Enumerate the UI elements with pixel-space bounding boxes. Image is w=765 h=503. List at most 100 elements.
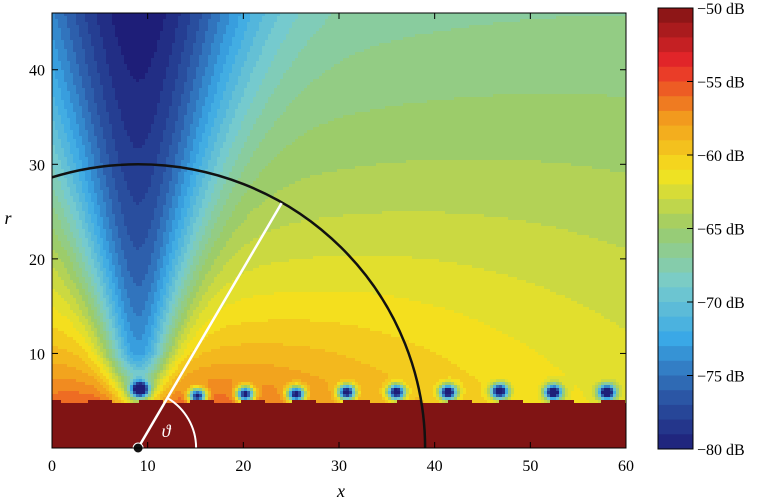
field-cell xyxy=(598,46,602,50)
field-cell xyxy=(361,22,365,26)
field-cell xyxy=(445,67,449,71)
field-cell xyxy=(316,58,320,62)
field-cell xyxy=(484,88,488,92)
field-cell xyxy=(55,91,59,95)
field-cell xyxy=(250,25,254,29)
field-cell xyxy=(553,73,557,77)
field-cell xyxy=(541,13,545,17)
field-cell xyxy=(562,55,566,59)
field-cell xyxy=(154,67,158,71)
field-cell xyxy=(559,49,563,53)
field-cell xyxy=(244,28,248,32)
field-cell xyxy=(151,13,155,17)
field-cell xyxy=(343,34,347,38)
field-cell xyxy=(163,25,167,29)
field-cell xyxy=(460,40,464,44)
field-cell xyxy=(316,79,320,83)
field-cell xyxy=(442,64,446,68)
field-cell xyxy=(607,49,611,53)
field-cell xyxy=(106,46,110,50)
field-cell xyxy=(145,82,149,86)
field-cell xyxy=(355,25,359,29)
field-cell xyxy=(586,37,590,41)
field-cell xyxy=(511,70,515,74)
field-cell xyxy=(565,16,569,20)
field-cell xyxy=(184,43,188,47)
field-cell xyxy=(157,55,161,59)
field-cell xyxy=(532,76,536,80)
field-cell xyxy=(244,31,248,35)
field-cell xyxy=(94,37,98,41)
field-cell xyxy=(400,61,404,65)
field-cell xyxy=(421,73,425,77)
field-cell xyxy=(382,82,386,86)
field-cell xyxy=(508,13,512,17)
field-cell xyxy=(337,85,341,89)
field-cell xyxy=(304,16,308,20)
field-cell xyxy=(289,16,293,20)
field-cell xyxy=(367,34,371,38)
field-cell xyxy=(334,28,338,32)
field-cell xyxy=(148,64,152,68)
field-cell xyxy=(466,28,470,32)
field-cell xyxy=(487,79,491,83)
field-cell xyxy=(586,13,590,17)
field-cell xyxy=(421,13,425,17)
field-cell xyxy=(220,25,224,29)
field-cell xyxy=(334,76,338,80)
field-cell xyxy=(421,22,425,26)
field-cell xyxy=(496,40,500,44)
field-cell xyxy=(115,37,119,41)
field-cell xyxy=(55,58,59,62)
field-cell xyxy=(463,58,467,62)
field-cell xyxy=(403,31,407,35)
field-cell xyxy=(556,88,560,92)
field-cell xyxy=(403,40,407,44)
field-cell xyxy=(343,67,347,71)
field-cell xyxy=(586,55,590,59)
field-cell xyxy=(565,79,569,83)
field-cell xyxy=(610,40,614,44)
field-cell xyxy=(409,28,413,32)
field-cell xyxy=(319,70,323,74)
field-cell xyxy=(364,28,368,32)
field-cell xyxy=(229,25,233,29)
field-cell xyxy=(109,79,113,83)
field-cell xyxy=(388,76,392,80)
field-cell xyxy=(286,49,290,53)
field-cell xyxy=(70,37,74,41)
field-cell xyxy=(154,70,158,74)
field-cell xyxy=(343,73,347,77)
field-cell xyxy=(244,67,248,71)
field-cell xyxy=(436,58,440,62)
field-cell xyxy=(394,70,398,74)
field-cell xyxy=(424,22,428,26)
field-cell xyxy=(478,31,482,35)
field-cell xyxy=(598,73,602,77)
field-cell xyxy=(241,16,245,20)
field-cell xyxy=(613,61,617,65)
field-cell xyxy=(211,88,215,92)
field-cell xyxy=(268,37,272,41)
field-cell xyxy=(478,85,482,89)
field-cell xyxy=(52,64,56,68)
field-cell xyxy=(94,64,98,68)
field-cell xyxy=(58,49,62,53)
field-cell xyxy=(70,31,74,35)
field-cell xyxy=(328,88,332,92)
field-cell xyxy=(76,55,80,59)
field-cell xyxy=(343,22,347,26)
field-cell xyxy=(244,34,248,38)
field-cell xyxy=(85,25,89,29)
field-cell xyxy=(169,88,173,92)
field-cell xyxy=(502,58,506,62)
field-cell xyxy=(151,46,155,50)
field-cell xyxy=(244,61,248,65)
field-cell xyxy=(103,55,107,59)
field-cell xyxy=(601,37,605,41)
field-cell xyxy=(520,31,524,35)
field-cell xyxy=(64,64,68,68)
field-cell xyxy=(361,82,365,86)
field-cell xyxy=(394,16,398,20)
field-cell xyxy=(472,55,476,59)
